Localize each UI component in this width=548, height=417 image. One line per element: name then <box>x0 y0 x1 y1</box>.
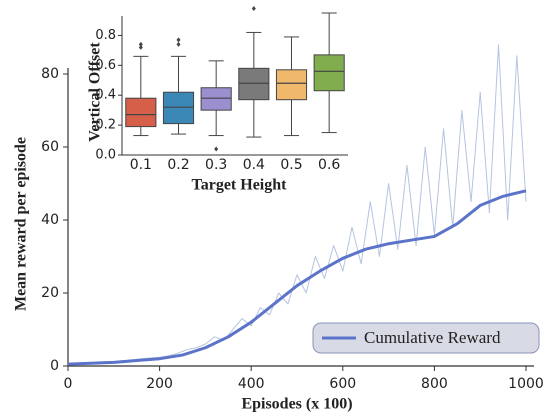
inset-y-tick-label: 0.4 <box>95 88 116 103</box>
flier <box>251 6 256 12</box>
flier <box>176 41 181 47</box>
smoothed-line <box>67 189 527 366</box>
x-tick-label: 1000 <box>508 376 544 392</box>
flier <box>176 37 181 43</box>
box <box>313 54 345 92</box>
inset-x-tick-label: 0.3 <box>205 157 227 173</box>
x-tick-label: 200 <box>146 376 173 392</box>
inset-x-tick-label: 0.4 <box>243 157 265 173</box>
y-axis-label: Mean reward per episode <box>13 137 30 311</box>
box <box>275 69 308 101</box>
inset-y-tick-label: 0.0 <box>95 148 116 163</box>
y-tick-label: 80 <box>41 66 59 82</box>
inset-x-tick-label: 0.1 <box>130 157 152 173</box>
inset-y-tick-label: 0.2 <box>95 118 116 133</box>
box <box>125 97 157 128</box>
legend-label: Cumulative Reward <box>364 328 501 347</box>
box <box>200 87 232 111</box>
box <box>162 91 195 125</box>
y-tick-label: 40 <box>41 212 59 228</box>
flier <box>214 146 219 152</box>
legend-box <box>312 322 540 354</box>
x-tick-label: 0 <box>64 376 73 392</box>
y-tick-label: 20 <box>41 285 59 301</box>
x-tick-label: 400 <box>238 376 265 392</box>
inset-y-tick-label: 0.8 <box>95 28 116 43</box>
x-axis-label: Episodes (x 100) <box>241 396 352 413</box>
inset-y-axis-label: Vertical Offset <box>87 42 104 142</box>
box <box>238 67 270 101</box>
x-tick-label: 800 <box>421 376 448 392</box>
inset-x-tick-label: 0.6 <box>318 157 340 173</box>
flier <box>138 41 143 47</box>
inset-y-tick-label: 0.6 <box>95 58 116 73</box>
y-tick-label: 0 <box>50 358 59 374</box>
inset-x-axis-label: Target Height <box>192 177 288 194</box>
x-tick-label: 600 <box>329 376 356 392</box>
flier <box>138 44 143 50</box>
inset-x-tick-label: 0.2 <box>167 157 189 173</box>
inset-x-tick-label: 0.5 <box>280 157 302 173</box>
y-tick-label: 60 <box>41 139 59 155</box>
